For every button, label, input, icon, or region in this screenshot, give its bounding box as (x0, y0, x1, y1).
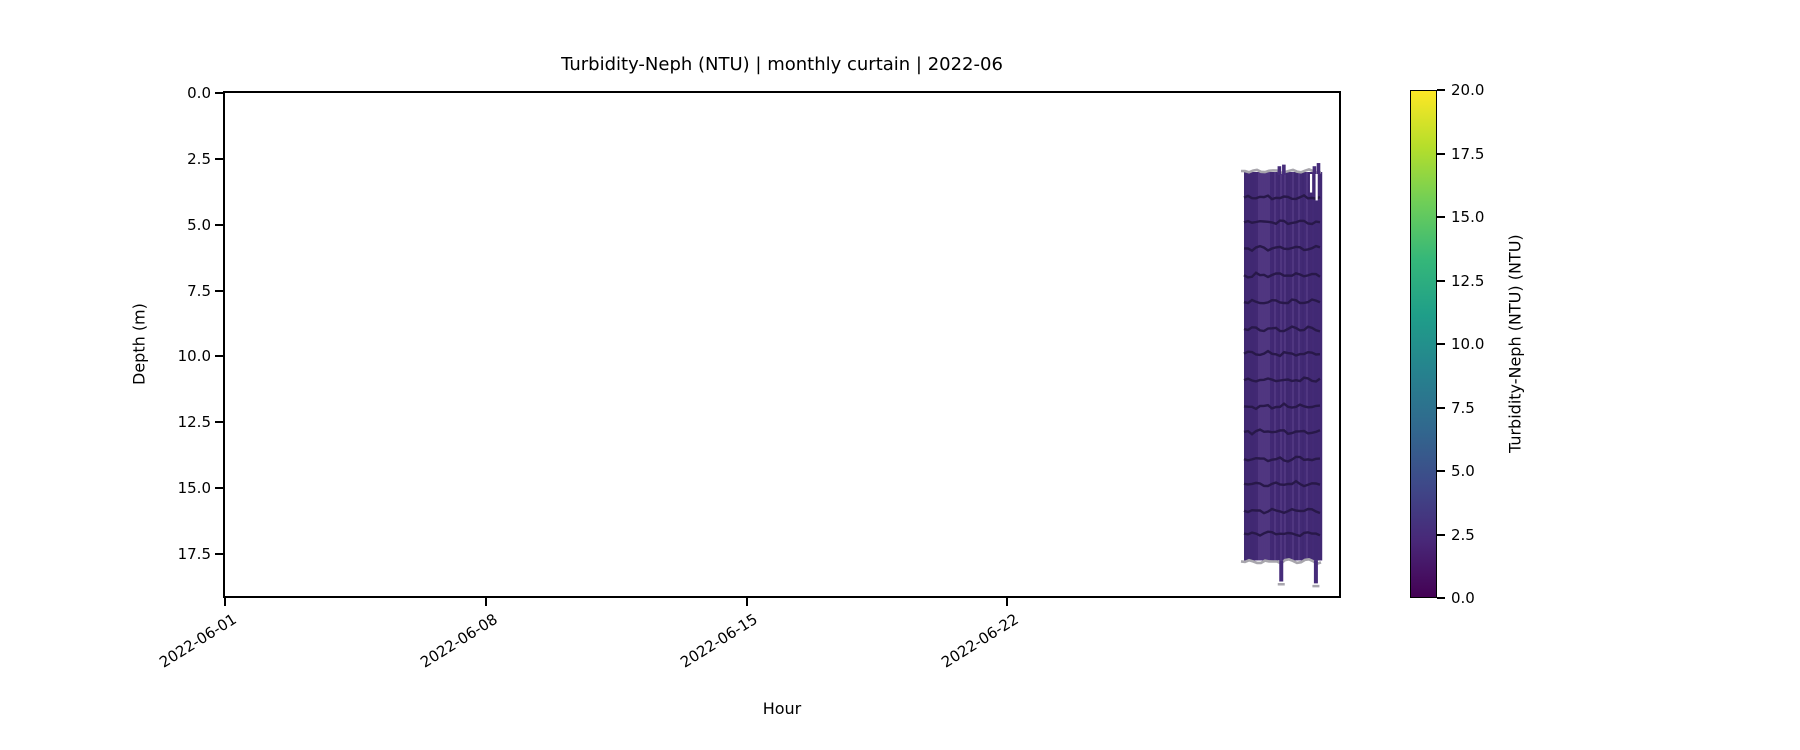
depth-profile-line (1243, 244, 1321, 253)
colorbar-tick (1437, 406, 1445, 409)
colorbar-tick-label: 10.0 (1451, 335, 1485, 353)
colorbar-gradient (1411, 91, 1436, 597)
depth-profile-line (1243, 349, 1321, 358)
colorbar-tick-label: 5.0 (1451, 462, 1475, 480)
depth-profile-line (1243, 325, 1321, 333)
chart-title: Turbidity-Neph (NTU) | monthly curtain |… (561, 54, 1003, 75)
colorbar-tick-label: 2.5 (1451, 525, 1475, 544)
surface-gap (1315, 174, 1318, 201)
y-tick (215, 223, 223, 226)
y-tick (215, 157, 223, 160)
colorbar-tick-label: 0.0 (1451, 589, 1475, 607)
colorbar-tick (1437, 597, 1445, 599)
x-axis-label: Hour (762, 699, 802, 718)
y-tick-label: 5.0 (187, 215, 211, 234)
curtain-heatmap (1240, 163, 1323, 588)
colorbar-tick-label: 20.0 (1451, 81, 1485, 99)
x-tick-label: 2022-06-15 (677, 610, 762, 672)
depth-profile-line (1243, 376, 1321, 383)
x-tick (745, 598, 748, 606)
colorbar-tick-label: 12.5 (1451, 271, 1485, 290)
colorbar-tick-label: 17.5 (1451, 144, 1485, 163)
top-spike (1312, 166, 1317, 176)
y-tick (215, 487, 223, 490)
y-tick (215, 92, 223, 94)
bottom-tail-cap (1277, 583, 1285, 586)
depth-profile-line (1243, 428, 1321, 436)
x-tick (1006, 598, 1009, 606)
colorbar-tick-label: 7.5 (1451, 398, 1475, 417)
curtain-block (1243, 172, 1323, 561)
bottom-tail (1279, 560, 1284, 582)
y-tick-label: 10.0 (177, 347, 211, 366)
depth-profile-line (1243, 402, 1321, 411)
depth-profile-line (1243, 271, 1321, 279)
x-tick-label: 2022-06-22 (938, 610, 1022, 672)
colorbar-label: Turbidity-Neph (NTU) (NTU) (1505, 234, 1525, 454)
y-tick-label: 2.5 (187, 149, 211, 168)
y-tick-label: 7.5 (187, 281, 211, 300)
colorbar-tick (1437, 89, 1445, 91)
x-tick (484, 598, 487, 606)
x-tick (224, 598, 226, 606)
bottom-tail (1313, 560, 1318, 584)
depth-profile-line (1243, 298, 1321, 305)
plot-area (223, 91, 1341, 598)
y-tick (215, 289, 223, 292)
bottom-tail-cap (1312, 584, 1320, 588)
colorbar-tick (1437, 533, 1445, 536)
y-tick-label: 15.0 (177, 479, 211, 498)
colorbar-tick (1437, 152, 1445, 155)
depth-profile-line (1243, 530, 1321, 538)
depth-profile-line (1243, 219, 1321, 226)
depth-profile-line (1243, 194, 1321, 201)
x-tick-label: 2022-06-08 (416, 610, 501, 672)
y-tick (215, 355, 223, 358)
depth-profile-line (1243, 479, 1321, 488)
surface-gap (1309, 174, 1313, 193)
y-tick-label: 12.5 (177, 413, 211, 432)
colorbar-tick (1437, 470, 1445, 472)
y-tick-label: 17.5 (177, 544, 211, 563)
top-spike (1282, 164, 1286, 176)
y-tick (215, 552, 223, 555)
y-tick (215, 421, 223, 424)
depth-profile-line (1243, 507, 1321, 515)
colorbar-tick-label: 15.0 (1451, 208, 1485, 226)
colorbar-tick (1437, 279, 1445, 282)
x-tick-label: 2022-06-01 (156, 610, 240, 672)
y-tick-label: 0.0 (187, 84, 211, 102)
colorbar (1410, 90, 1437, 598)
top-spike (1316, 163, 1321, 176)
colorbar-tick (1437, 216, 1445, 218)
depth-profile-line (1243, 455, 1321, 463)
top-spike (1277, 166, 1282, 176)
colorbar-tick (1437, 343, 1445, 345)
